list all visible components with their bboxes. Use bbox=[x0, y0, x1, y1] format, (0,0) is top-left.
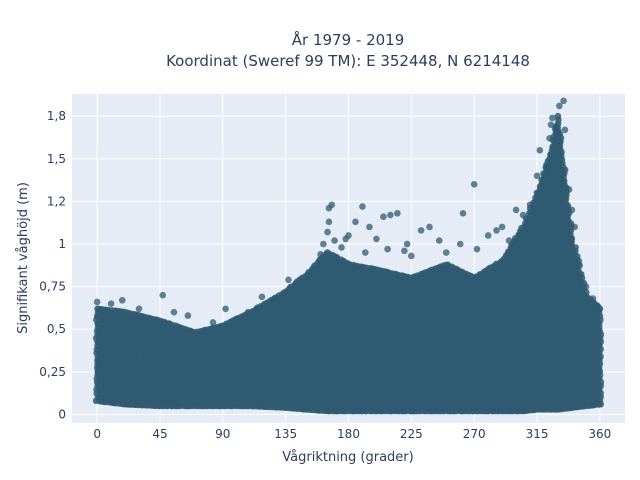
chart-title-line1: År 1979 - 2019 bbox=[292, 30, 405, 49]
chart-title-line2: Koordinat (Sweref 99 TM): E 352448, N 62… bbox=[166, 52, 530, 70]
scatter-points bbox=[92, 97, 605, 415]
